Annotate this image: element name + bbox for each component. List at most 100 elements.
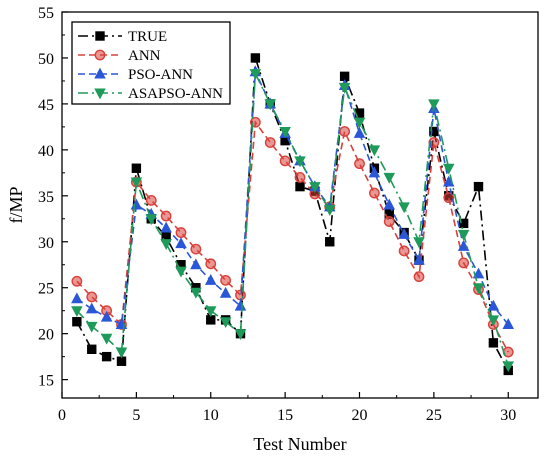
data-point (413, 271, 425, 283)
data-point (190, 243, 202, 255)
data-point (160, 210, 172, 222)
x-tick-label: 15 (277, 407, 293, 424)
y-tick-label: 25 (38, 281, 54, 298)
legend-marker (94, 67, 106, 79)
data-point (175, 227, 187, 238)
series-ann (71, 116, 514, 358)
data-point (323, 205, 336, 216)
data-point (85, 302, 98, 314)
data-point (294, 156, 306, 168)
data-point (368, 187, 380, 199)
y-axis: 15 20 25 30 35 40 45 50 55 (38, 5, 68, 390)
data-point (457, 229, 470, 241)
data-point (325, 237, 335, 247)
data-point (488, 338, 499, 348)
data-point (368, 145, 381, 157)
data-point (502, 318, 515, 329)
data-point (234, 329, 247, 341)
data-point (398, 202, 410, 214)
legend-label: ANN (128, 48, 161, 64)
legend-label: ASAPSO-ANN (128, 86, 223, 102)
y-tick-label: 15 (38, 373, 54, 390)
data-point (249, 69, 262, 80)
y-tick-label: 30 (38, 235, 54, 252)
data-point (502, 361, 515, 373)
data-point (353, 117, 366, 129)
x-tick-label: 5 (132, 407, 140, 424)
x-tick-label: 20 (352, 407, 368, 424)
x-tick-label: 30 (500, 407, 516, 424)
data-point (145, 214, 158, 226)
data-point (130, 177, 143, 189)
series-line (76, 70, 510, 367)
data-point (458, 218, 469, 229)
legend-marker (94, 49, 106, 61)
legend-item: TRUE (78, 29, 167, 45)
data-point (487, 315, 500, 327)
data-point (458, 257, 470, 269)
y-axis-label: f/MP (6, 186, 26, 223)
legend: TRUE ANN PSO-ANN ASAPSO-ANN (71, 21, 231, 105)
data-point (100, 310, 113, 322)
series-layer (71, 53, 515, 376)
data-point (354, 158, 365, 170)
legend-label: PSO-ANN (128, 67, 193, 83)
data-point (279, 155, 291, 167)
data-point (429, 126, 439, 137)
data-point (428, 99, 440, 111)
data-point (264, 99, 277, 111)
data-point (442, 163, 455, 175)
legend-item: ANN (78, 48, 161, 64)
data-point (264, 137, 276, 148)
data-point (71, 306, 83, 318)
y-tick-label: 55 (38, 5, 54, 22)
data-point (115, 347, 128, 359)
data-point (205, 258, 217, 270)
data-point (87, 344, 97, 354)
data-point (175, 266, 187, 278)
legend-item: PSO-ANN (78, 67, 193, 83)
data-point (368, 166, 381, 178)
data-point (339, 126, 351, 137)
y-tick-label: 50 (38, 51, 54, 68)
x-axis: 0 5 10 15 20 25 30 (58, 392, 516, 424)
data-point (219, 317, 232, 329)
data-point (309, 182, 321, 193)
data-point (413, 253, 425, 265)
data-point (160, 239, 172, 250)
y-tick-label: 45 (38, 97, 54, 114)
data-point (85, 321, 98, 333)
data-point (145, 195, 157, 206)
data-point (71, 292, 83, 304)
x-tick-label: 25 (426, 407, 442, 424)
data-point (234, 299, 247, 311)
data-point (487, 299, 500, 311)
data-point (204, 274, 217, 285)
data-point (353, 126, 366, 138)
data-point (131, 163, 142, 173)
data-point (279, 126, 291, 138)
data-point (457, 240, 470, 251)
legend-item: ASAPSO-ANN (78, 86, 223, 102)
data-point (100, 333, 113, 345)
data-point (86, 291, 98, 303)
legend-marker (95, 31, 105, 41)
data-point (101, 351, 112, 362)
series-asapso-ann (71, 69, 515, 373)
data-point (383, 172, 396, 184)
series-line (76, 57, 509, 371)
data-point (383, 216, 395, 227)
data-point (295, 181, 305, 192)
x-tick-label: 0 (58, 407, 66, 424)
x-tick-label: 10 (203, 407, 219, 424)
data-point (472, 283, 485, 295)
data-point (250, 53, 261, 63)
plot-frame (61, 11, 539, 399)
data-point (160, 221, 172, 233)
data-point (72, 317, 82, 327)
x-axis-label: Test Number (253, 434, 346, 454)
data-point (219, 286, 232, 298)
data-point (175, 237, 187, 249)
data-point (190, 258, 202, 270)
